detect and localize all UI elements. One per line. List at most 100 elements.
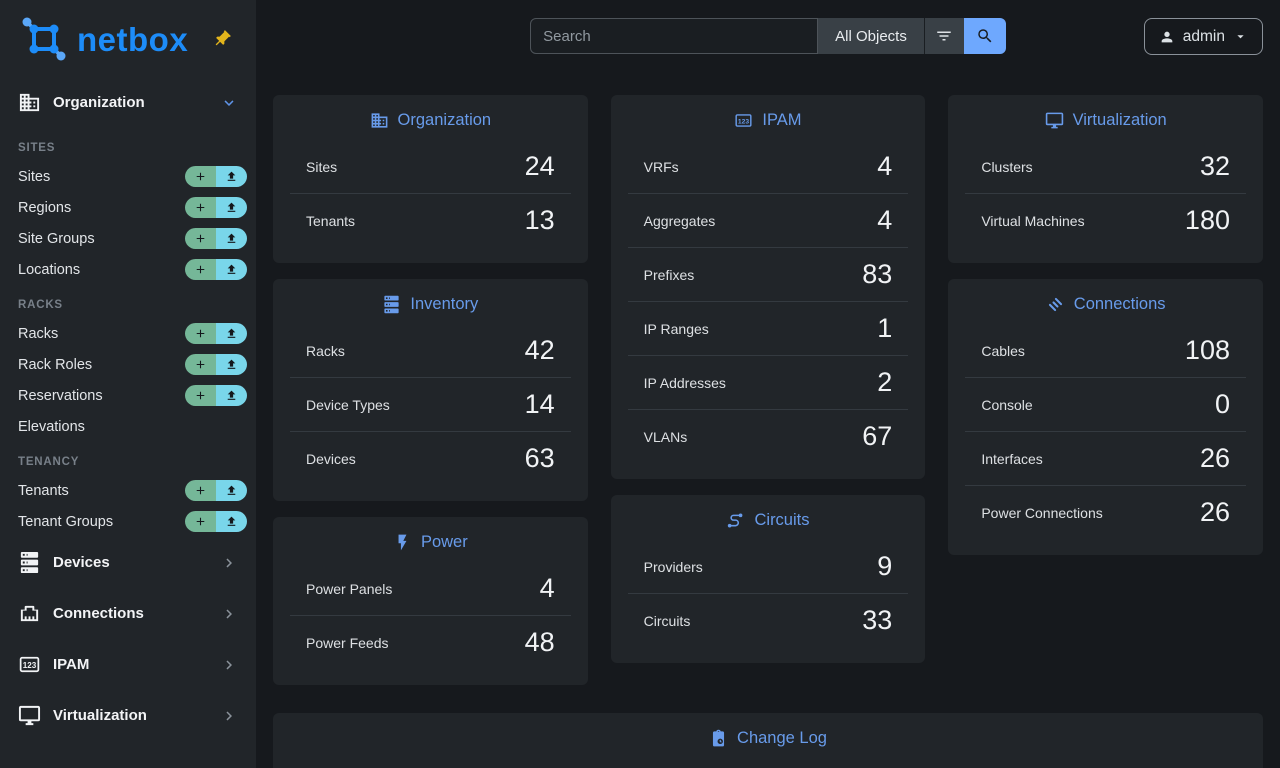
- stat-value: 48: [524, 627, 555, 657]
- import-button[interactable]: [216, 511, 247, 532]
- import-button[interactable]: [216, 228, 247, 249]
- stat-row-circuits[interactable]: Circuits 33: [627, 593, 909, 647]
- card-title-text: Virtualization: [1072, 111, 1167, 129]
- sidebar-group-ipam[interactable]: 123 IPAM: [0, 639, 256, 690]
- quick-actions: [185, 385, 247, 406]
- user-menu-button[interactable]: admin: [1143, 18, 1263, 55]
- stat-row-power-connections[interactable]: Power Connections 26: [965, 485, 1246, 539]
- sidebar-group-label: Connections: [53, 605, 144, 622]
- stat-list: Sites 24 Tenants 13: [273, 140, 588, 247]
- sidebar-group-connections[interactable]: Connections: [0, 588, 256, 639]
- card-title-text: IPAM: [762, 111, 802, 129]
- card-title-text: Organization: [397, 111, 492, 129]
- pin-sidebar-button[interactable]: [212, 29, 232, 49]
- sidebar-item-label: Sites: [18, 168, 51, 185]
- add-button[interactable]: [185, 480, 216, 501]
- stat-row-console[interactable]: Console 0: [965, 377, 1246, 431]
- stat-row-ip-ranges[interactable]: IP Ranges 1: [627, 301, 909, 355]
- upload-icon: [225, 358, 238, 371]
- stat-value: 2: [877, 367, 893, 397]
- search-submit-button[interactable]: [963, 18, 1006, 54]
- sidebar-item-tenants[interactable]: Tenants: [0, 475, 256, 506]
- import-button[interactable]: [216, 480, 247, 501]
- stat-row-virtual-machines[interactable]: Virtual Machines 180: [965, 193, 1246, 247]
- stat-value: 108: [1184, 335, 1230, 365]
- sidebar-group-devices[interactable]: Devices: [0, 537, 256, 588]
- svg-text:123: 123: [23, 661, 37, 670]
- import-button[interactable]: [216, 259, 247, 280]
- sidebar-group-label: Organization: [53, 94, 145, 111]
- sidebar-item-racks[interactable]: Racks: [0, 318, 256, 349]
- svg-text:123: 123: [738, 118, 749, 125]
- stat-row-racks[interactable]: Racks 42: [290, 324, 571, 377]
- add-button[interactable]: [185, 354, 216, 375]
- clipboard-clock-icon: [709, 729, 728, 748]
- stat-row-devices[interactable]: Devices 63: [290, 431, 571, 485]
- stat-row-sites[interactable]: Sites 24: [290, 140, 571, 193]
- card-title-text: Inventory: [410, 295, 479, 313]
- card-title: Organization: [273, 95, 588, 140]
- plus-icon: [194, 327, 207, 340]
- user-menu-label: admin: [1182, 27, 1225, 45]
- stat-row-power-feeds[interactable]: Power Feeds 48: [290, 615, 571, 669]
- quick-actions: [185, 166, 247, 187]
- add-button[interactable]: [185, 511, 216, 532]
- sidebar-item-elevations[interactable]: Elevations: [0, 411, 256, 442]
- sidebar-group-label: Virtualization: [53, 707, 147, 724]
- add-button[interactable]: [185, 323, 216, 344]
- stat-row-cables[interactable]: Cables 108: [965, 324, 1246, 377]
- card-title: Virtualization: [948, 95, 1263, 140]
- sidebar-group-label: Devices: [53, 554, 110, 571]
- import-button[interactable]: [216, 323, 247, 344]
- add-button[interactable]: [185, 197, 216, 218]
- sidebar-item-tenant-groups[interactable]: Tenant Groups: [0, 506, 256, 537]
- stat-value: 24: [524, 151, 555, 181]
- add-button[interactable]: [185, 166, 216, 187]
- stat-label: IP Addresses: [643, 374, 726, 391]
- search-input[interactable]: [530, 18, 819, 54]
- upload-icon: [225, 484, 238, 497]
- import-button[interactable]: [216, 385, 247, 406]
- import-button[interactable]: [216, 354, 247, 375]
- sidebar-item-regions[interactable]: Regions: [0, 192, 256, 223]
- sidebar-item-locations[interactable]: Locations: [0, 254, 256, 285]
- upload-icon: [225, 327, 238, 340]
- stat-label: Interfaces: [981, 450, 1043, 467]
- stat-row-clusters[interactable]: Clusters 32: [965, 140, 1246, 193]
- sidebar-item-rack-roles[interactable]: Rack Roles: [0, 349, 256, 380]
- import-button[interactable]: [216, 166, 247, 187]
- quick-actions: [185, 354, 247, 375]
- add-button[interactable]: [185, 228, 216, 249]
- sidebar-item-site-groups[interactable]: Site Groups: [0, 223, 256, 254]
- stat-row-tenants[interactable]: Tenants 13: [290, 193, 571, 247]
- stat-row-vlans[interactable]: VLANs 67: [627, 409, 909, 463]
- card-column-3: Virtualization Clusters 32 Virtual Machines…: [948, 95, 1263, 555]
- import-button[interactable]: [216, 197, 247, 218]
- stat-row-prefixes[interactable]: Prefixes 83: [627, 247, 909, 301]
- chevron-right-icon: [220, 605, 238, 623]
- add-button[interactable]: [185, 259, 216, 280]
- stat-row-interfaces[interactable]: Interfaces 26: [965, 431, 1246, 485]
- stat-label: VRFs: [643, 158, 679, 175]
- plus-icon: [194, 358, 207, 371]
- ethernet-icon: [18, 602, 41, 625]
- stat-row-power-panels[interactable]: Power Panels 4: [290, 562, 571, 615]
- search-scope-dropdown[interactable]: All Objects: [818, 18, 924, 54]
- sidebar-item-reservations[interactable]: Reservations: [0, 380, 256, 411]
- stat-label: IP Ranges: [643, 320, 709, 337]
- sidebar-group-virtualization[interactable]: Virtualization: [0, 690, 256, 741]
- chevron-right-icon: [220, 707, 238, 725]
- add-button[interactable]: [185, 385, 216, 406]
- stat-row-device-types[interactable]: Device Types 14: [290, 377, 571, 431]
- sidebar-group-organization[interactable]: Organization: [0, 77, 256, 128]
- stat-row-ip-addresses[interactable]: IP Addresses 2: [627, 355, 909, 409]
- stat-row-providers[interactable]: Providers 9: [628, 540, 909, 593]
- search-filter-button[interactable]: [923, 18, 964, 54]
- stat-row-vrfs[interactable]: VRFs 4: [628, 140, 909, 193]
- sidebar-item-sites[interactable]: Sites: [0, 161, 256, 192]
- stat-label: Sites: [306, 158, 338, 175]
- stat-list: Clusters 32 Virtual Machines 180: [948, 140, 1263, 247]
- plus-icon: [194, 389, 207, 402]
- stat-row-aggregates[interactable]: Aggregates 4: [627, 193, 909, 247]
- netbox-logo[interactable]: netbox: [18, 13, 188, 65]
